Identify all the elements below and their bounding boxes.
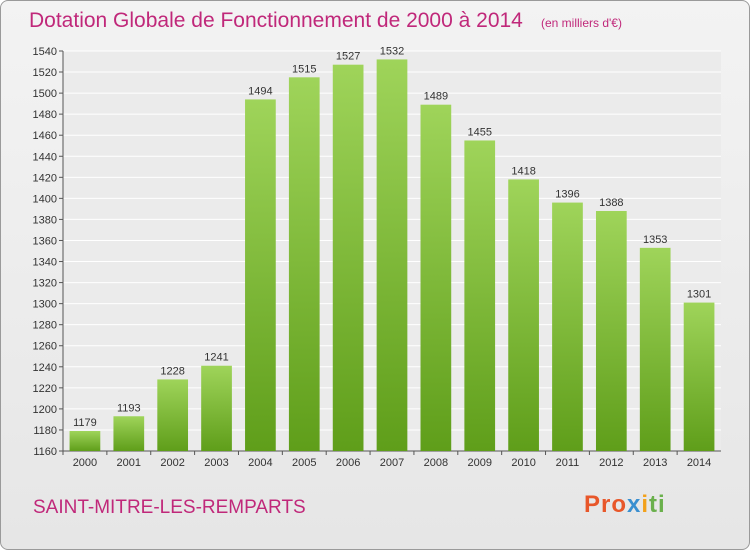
x-tick-label: 2014 <box>687 457 711 469</box>
bar-2008 <box>420 104 452 452</box>
y-tick-label: 1220 <box>33 383 57 395</box>
y-tick-label: 1520 <box>33 67 57 79</box>
y-tick-label: 1280 <box>33 320 57 332</box>
x-tick-label: 2000 <box>73 457 97 469</box>
data-label: 1228 <box>160 365 184 377</box>
logo-part: ti <box>649 491 666 518</box>
bar-2004 <box>245 99 276 451</box>
y-tick-label: 1160 <box>33 446 57 458</box>
y-tick-label: 1180 <box>33 425 57 437</box>
y-tick-label: 1380 <box>33 214 57 226</box>
data-label: 1179 <box>73 417 97 429</box>
data-label: 1515 <box>292 63 316 75</box>
commune-name: SAINT-MITRE-LES-REMPARTS <box>33 497 306 518</box>
data-label: 1301 <box>687 289 711 301</box>
data-label: 1489 <box>424 91 448 103</box>
data-label: 1418 <box>511 165 535 177</box>
chart-title: Dotation Globale de Fonctionnement de 20… <box>29 9 523 32</box>
bar-2000 <box>69 431 101 451</box>
y-tick-label: 1340 <box>33 257 57 269</box>
data-label: 1494 <box>248 85 272 97</box>
y-tick-label: 1300 <box>33 299 57 311</box>
x-tick-label: 2004 <box>248 457 272 469</box>
y-tick-label: 1240 <box>33 362 57 374</box>
x-tick-label: 2007 <box>380 457 404 469</box>
data-label: 1455 <box>467 126 491 138</box>
bar-2009 <box>464 140 496 451</box>
chart-unit: (en milliers d'€) <box>541 16 622 30</box>
bar-2012 <box>595 211 627 451</box>
logo-part: i <box>641 491 650 518</box>
y-tick-label: 1500 <box>33 88 57 100</box>
x-tick-label: 2008 <box>424 457 448 469</box>
bar-2001 <box>113 416 145 451</box>
y-tick-label: 1320 <box>33 278 57 290</box>
x-tick-label: 2011 <box>556 457 580 469</box>
y-tick-label: 1480 <box>33 109 57 121</box>
data-label: 1353 <box>643 234 667 246</box>
y-tick-label: 1460 <box>33 130 57 142</box>
x-tick-label: 2013 <box>643 457 667 469</box>
x-tick-label: 2003 <box>204 457 228 469</box>
data-label: 1396 <box>555 189 579 201</box>
data-label: 1193 <box>117 402 141 414</box>
bar-2002 <box>157 379 189 451</box>
bar-2007 <box>376 59 408 451</box>
x-tick-label: 2005 <box>292 457 316 469</box>
axes: 1160 1180 1200 1220 1240 1260 1280 1300 1320 1340… <box>33 46 721 469</box>
data-label: 1527 <box>336 51 360 63</box>
x-tick-label: 2009 <box>467 457 491 469</box>
y-tick-label: 1540 <box>33 46 57 58</box>
bar-2013 <box>639 247 671 451</box>
bar-2011 <box>552 202 583 451</box>
y-tick-label: 1420 <box>33 172 57 184</box>
data-label: 1241 <box>204 352 228 364</box>
bar-2005 <box>288 77 320 451</box>
bar-2006 <box>332 64 364 452</box>
data-label: 1532 <box>380 45 404 57</box>
data-labels: 1179 1193 1228 1241 1494 1515 1527 1532 1489 1455… <box>73 45 711 429</box>
data-label: 1388 <box>599 197 623 209</box>
y-tick-label: 1360 <box>33 235 57 247</box>
x-tick-label: 2010 <box>511 457 535 469</box>
x-tick-label: 2002 <box>160 457 184 469</box>
x-tick-label: 2006 <box>336 457 360 469</box>
logo-part: Pro <box>584 491 628 518</box>
bar-2010 <box>508 179 539 451</box>
y-tick-label: 1200 <box>33 404 57 416</box>
bars <box>69 59 715 452</box>
y-tick-label: 1260 <box>33 341 57 353</box>
y-tick-label: 1440 <box>33 151 57 163</box>
logo-part: x <box>627 491 642 518</box>
y-tick-label: 1400 <box>33 193 57 205</box>
x-tick-label: 2001 <box>117 457 141 469</box>
proxiti-logo: Proxiti <box>584 491 666 519</box>
bar-2014 <box>683 302 715 451</box>
x-tick-label: 2012 <box>599 457 623 469</box>
bar-2003 <box>201 365 232 451</box>
